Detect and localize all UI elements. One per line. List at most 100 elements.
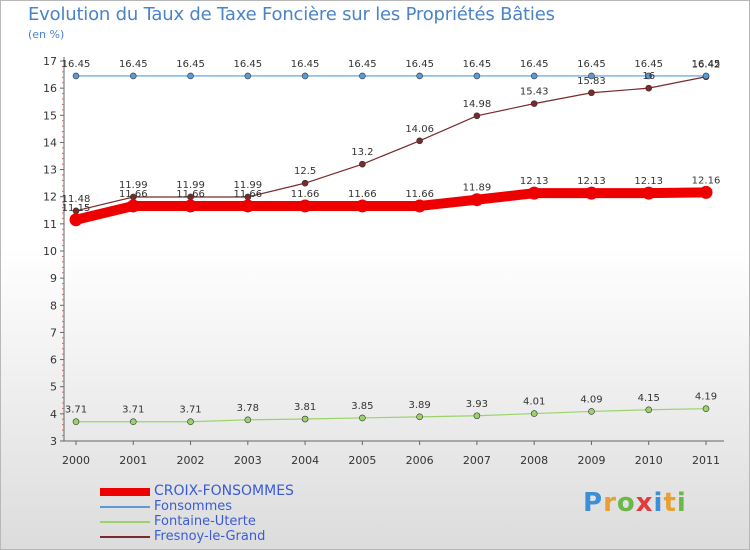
y-tick-label: 17 bbox=[43, 55, 57, 68]
chart-title: Evolution du Taux de Taxe Foncière sur l… bbox=[28, 4, 555, 25]
data-label: 11.66 bbox=[291, 189, 320, 200]
data-label: 16.45 bbox=[520, 59, 549, 70]
data-point bbox=[359, 160, 366, 168]
data-point bbox=[473, 72, 481, 80]
data-point bbox=[584, 186, 598, 200]
data-point bbox=[129, 418, 137, 426]
data-label: 4.09 bbox=[580, 394, 602, 405]
data-point bbox=[129, 72, 137, 80]
series-line bbox=[75, 76, 707, 212]
data-label: 14.98 bbox=[463, 99, 492, 110]
data-point bbox=[645, 72, 653, 80]
data-label: 16.45 bbox=[348, 59, 377, 70]
data-point bbox=[126, 199, 140, 213]
data-point bbox=[470, 193, 484, 207]
data-label: 12.13 bbox=[577, 176, 606, 187]
x-tick-label: 2006 bbox=[406, 454, 434, 467]
data-label: 3.78 bbox=[237, 403, 259, 414]
data-label: 16.45 bbox=[176, 59, 205, 70]
logo-letter: o bbox=[616, 488, 636, 518]
y-tick-label: 16 bbox=[43, 82, 57, 95]
data-point bbox=[699, 185, 713, 199]
y-tick-label: 8 bbox=[50, 299, 57, 312]
data-point bbox=[355, 199, 369, 213]
data-label: 16.45 bbox=[291, 59, 320, 70]
data-point bbox=[588, 408, 595, 415]
legend-label: CROIX-FONSOMMES bbox=[154, 483, 294, 499]
x-tick-label: 2007 bbox=[463, 454, 491, 467]
data-point bbox=[702, 405, 710, 413]
legend-swatch bbox=[100, 488, 150, 496]
data-point bbox=[588, 89, 595, 97]
data-label: 3.71 bbox=[122, 405, 144, 416]
data-label: 11.15 bbox=[62, 203, 91, 214]
data-point bbox=[72, 418, 80, 426]
y-tick-label: 14 bbox=[43, 136, 57, 149]
y-tick-label: 5 bbox=[50, 381, 57, 394]
legend-swatch bbox=[100, 521, 150, 523]
x-tick-label: 2000 bbox=[62, 454, 90, 467]
legend-label: Fonsommes bbox=[154, 499, 233, 514]
data-label: 11.48 bbox=[62, 194, 91, 205]
logo-letter: x bbox=[635, 488, 654, 518]
data-label: 15.83 bbox=[577, 76, 606, 87]
data-point bbox=[642, 186, 656, 200]
data-point bbox=[359, 414, 366, 422]
data-label: 4.01 bbox=[523, 397, 545, 408]
data-label: 16.42 bbox=[692, 60, 721, 71]
x-tick-label: 2003 bbox=[234, 454, 262, 467]
data-label: 13.2 bbox=[351, 147, 373, 158]
y-tick-label: 10 bbox=[43, 245, 57, 258]
logo-letter: i bbox=[653, 488, 664, 518]
data-point bbox=[527, 186, 541, 200]
data-label: 11.89 bbox=[463, 183, 492, 194]
data-label: 3.81 bbox=[294, 402, 316, 413]
data-label: 16.45 bbox=[233, 59, 262, 70]
data-point bbox=[645, 84, 653, 92]
data-point bbox=[530, 72, 538, 80]
data-label: 11.66 bbox=[119, 189, 148, 200]
data-point bbox=[72, 72, 80, 80]
logo-letter: P bbox=[583, 488, 604, 518]
data-label: 4.15 bbox=[638, 393, 660, 404]
x-tick-label: 2010 bbox=[635, 454, 663, 467]
data-label: 11.66 bbox=[405, 189, 434, 200]
logo-letter: r bbox=[603, 488, 617, 518]
legend-label: Fresnoy-le-Grand bbox=[154, 529, 266, 544]
data-label: 3.85 bbox=[351, 401, 373, 412]
data-point bbox=[244, 416, 252, 424]
y-tick-label: 3 bbox=[50, 435, 57, 448]
x-tick-label: 2002 bbox=[177, 454, 205, 467]
legend-swatch bbox=[100, 506, 150, 508]
data-point bbox=[416, 413, 423, 421]
data-label: 12.16 bbox=[692, 175, 721, 186]
data-label: 3.89 bbox=[409, 400, 431, 411]
data-label: 11.99 bbox=[176, 180, 205, 191]
data-point bbox=[588, 72, 595, 80]
data-point bbox=[187, 418, 194, 426]
data-label: 11.66 bbox=[348, 189, 377, 200]
data-label: 16.45 bbox=[62, 59, 91, 70]
data-point bbox=[301, 179, 309, 187]
data-label: 16.45 bbox=[119, 59, 148, 70]
data-label: 11.66 bbox=[233, 189, 262, 200]
y-tick-label: 15 bbox=[43, 109, 57, 122]
data-point bbox=[413, 199, 427, 213]
data-point bbox=[702, 72, 710, 80]
data-point bbox=[301, 72, 309, 80]
data-label: 12.13 bbox=[520, 176, 549, 187]
data-label: 11.66 bbox=[176, 189, 205, 200]
data-label: 12.5 bbox=[294, 166, 316, 177]
data-label: 16.45 bbox=[463, 59, 492, 70]
data-label: 3.93 bbox=[466, 399, 488, 410]
y-tick-label: 12 bbox=[43, 191, 57, 204]
data-point bbox=[298, 199, 312, 213]
x-tick-label: 2008 bbox=[520, 454, 548, 467]
data-point bbox=[416, 72, 423, 80]
data-label: 16 bbox=[642, 71, 655, 82]
series-line bbox=[71, 187, 711, 225]
unit-label: (en %) bbox=[28, 28, 65, 41]
y-tick-label: 6 bbox=[50, 354, 57, 367]
